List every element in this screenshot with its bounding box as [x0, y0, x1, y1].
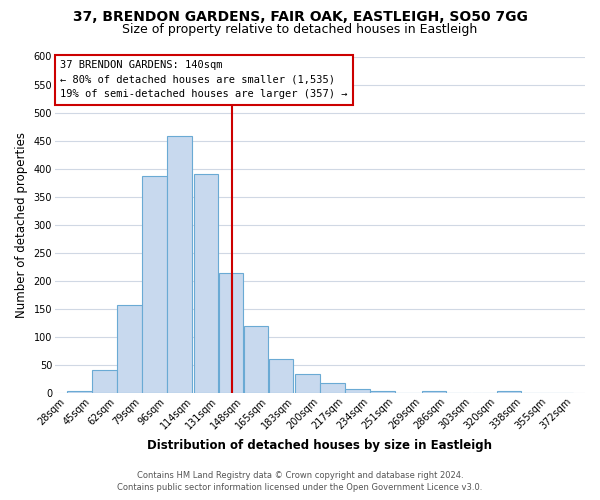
- Bar: [194, 174, 218, 394]
- Bar: [422, 390, 446, 394]
- Bar: [67, 390, 92, 394]
- Text: Size of property relative to detached houses in Eastleigh: Size of property relative to detached ho…: [122, 22, 478, 36]
- Bar: [244, 326, 268, 394]
- Bar: [218, 272, 232, 394]
- X-axis label: Distribution of detached houses by size in Eastleigh: Distribution of detached houses by size …: [148, 440, 493, 452]
- Bar: [295, 374, 320, 394]
- Bar: [269, 358, 293, 394]
- Bar: [345, 389, 370, 394]
- Bar: [370, 390, 395, 394]
- Text: Contains HM Land Registry data © Crown copyright and database right 2024.
Contai: Contains HM Land Registry data © Crown c…: [118, 471, 482, 492]
- Bar: [117, 304, 142, 394]
- Bar: [497, 390, 521, 394]
- Text: 37 BRENDON GARDENS: 140sqm
← 80% of detached houses are smaller (1,535)
19% of s: 37 BRENDON GARDENS: 140sqm ← 80% of deta…: [60, 60, 348, 100]
- Text: 37, BRENDON GARDENS, FAIR OAK, EASTLEIGH, SO50 7GG: 37, BRENDON GARDENS, FAIR OAK, EASTLEIGH…: [73, 10, 527, 24]
- Bar: [320, 384, 345, 394]
- Y-axis label: Number of detached properties: Number of detached properties: [15, 132, 28, 318]
- Bar: [92, 370, 116, 394]
- Bar: [142, 176, 167, 394]
- Bar: [167, 136, 191, 394]
- Bar: [232, 272, 243, 394]
